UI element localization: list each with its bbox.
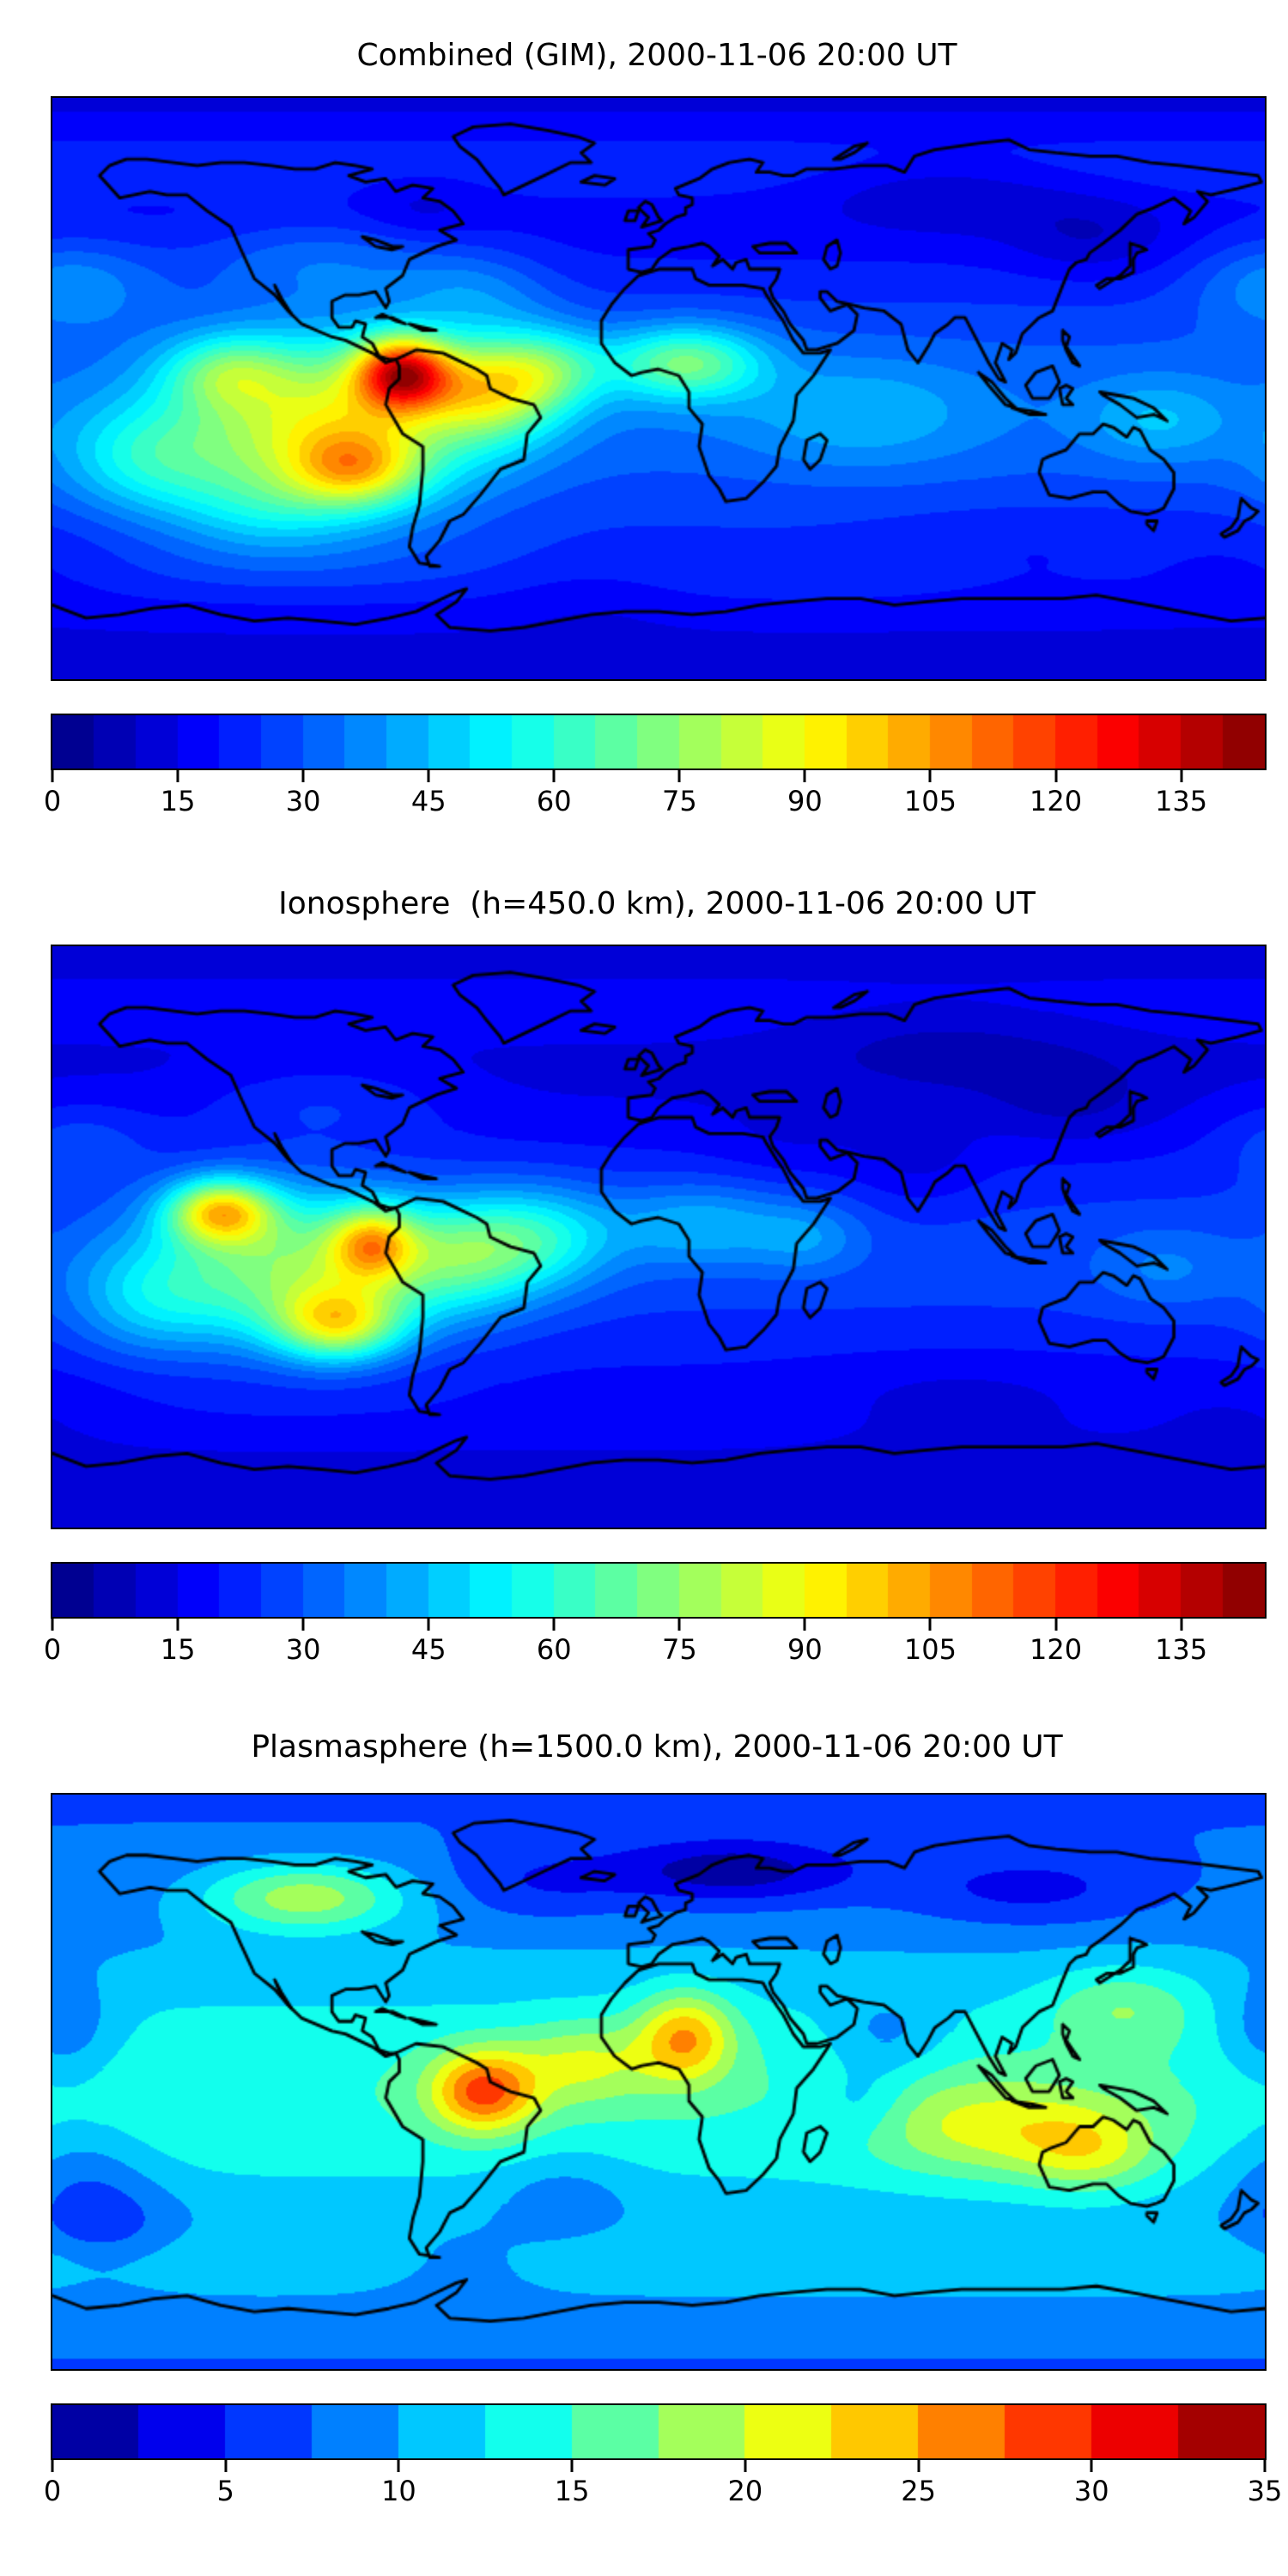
colorbar-tick-label: 0 [43,2475,62,2507]
colorbar-canvas-0 [51,714,1267,770]
colorbar-ticks-1: 0 15 30 45 60 75 90 105 120 135 [44,1619,1265,1674]
colorbar-tick [51,770,54,782]
map-title-plasmasphere: Plasmasphere (h=1500.0 km), 2000-11-06 2… [251,1729,1063,1765]
colorbar-tick-label: 105 [903,1633,957,1666]
colorbar-ticks-0: 0 15 30 45 60 75 90 105 120 135 [44,770,1265,825]
colorbar-canvas-2 [51,2403,1267,2460]
colorbar-tick [1180,770,1183,782]
colorbar-tick-label: 0 [43,785,62,817]
colorbar-tick [1090,2460,1093,2472]
map-title-ionosphere: Ionosphere (h=450.0 km), 2000-11-06 20:0… [278,886,1036,921]
colorbar-tick [427,1619,430,1631]
colorbar-tick-label: 90 [787,785,823,817]
colorbar-tick [677,1619,681,1631]
colorbar-tick [1180,1619,1183,1631]
colorbar-tick [803,1619,806,1631]
colorbar-tick-label: 120 [1030,1633,1083,1666]
colorbar-tick [427,770,430,782]
colorbar-tick-label: 135 [1155,1633,1208,1666]
colorbar-tick-label: 90 [787,1633,823,1666]
map-canvas-0 [51,96,1267,681]
colorbar-tick-label: 135 [1155,785,1208,817]
colorbar-tick-label: 75 [661,785,697,817]
colorbar-tick-label: 60 [536,1633,572,1666]
colorbar-tick-label: 45 [410,785,447,817]
colorbar-tick [397,2460,400,2472]
colorbar-tick-label: 105 [903,785,957,817]
colorbar-tick-label: 60 [536,785,572,817]
colorbar-tick [1054,1619,1058,1631]
colorbar-tick [744,2460,747,2472]
colorbar-canvas-1 [51,1562,1267,1619]
colorbar-tick-label: 30 [285,1633,321,1666]
colorbar-tick-label: 10 [381,2475,416,2507]
colorbar-tick [552,770,556,782]
colorbar-tick [51,2460,54,2472]
colorbar-ticks-2: 0 5 10 15 20 25 30 35 [44,2460,1282,2515]
colorbar-tick-label: 0 [43,1633,62,1666]
colorbar-tick [570,2460,574,2472]
colorbar-tick-label: 15 [160,785,196,817]
colorbar-tick [1263,2460,1267,2472]
colorbar-tick [176,1619,179,1631]
colorbar-tick-label: 20 [727,2475,763,2507]
colorbar-tick-label: 30 [285,785,321,817]
colorbar-tick-label: 45 [410,1633,447,1666]
colorbar-tick [928,1619,932,1631]
colorbar-tick [224,2460,228,2472]
colorbar-tick [176,770,179,782]
colorbar-tick-label: 120 [1030,785,1083,817]
colorbar-tick-label: 5 [216,2475,234,2507]
map-title-combined: Combined (GIM), 2000-11-06 20:00 UT [356,38,957,73]
colorbar-tick [301,770,305,782]
colorbar-tick [301,1619,305,1631]
colorbar-tick [552,1619,556,1631]
colorbar-tick-label: 35 [1247,2475,1283,2507]
colorbar-tick [1054,770,1058,782]
colorbar-tick-label: 15 [554,2475,590,2507]
colorbar-tick-label: 15 [160,1633,196,1666]
colorbar-tick [677,770,681,782]
colorbar-tick [51,1619,54,1631]
colorbar-tick [928,770,932,782]
colorbar-tick [917,2460,920,2472]
colorbar-tick [803,770,806,782]
colorbar-tick-label: 75 [661,1633,697,1666]
colorbar-tick-label: 25 [901,2475,936,2507]
map-canvas-2 [51,1793,1267,2371]
map-canvas-1 [51,945,1267,1529]
colorbar-tick-label: 30 [1073,2475,1109,2507]
